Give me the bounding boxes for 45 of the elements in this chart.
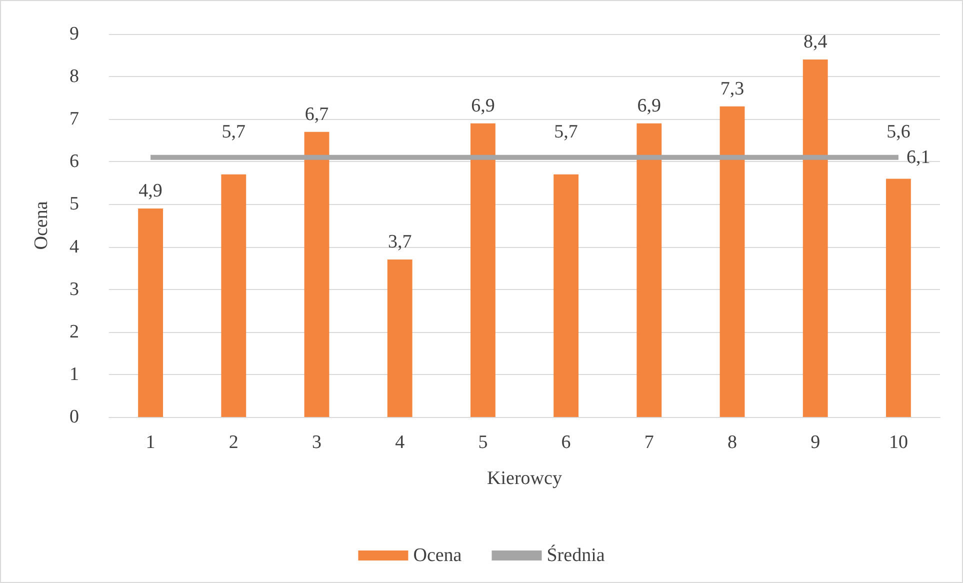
- bar: [221, 174, 246, 417]
- y-tick-label: 3: [70, 278, 79, 300]
- y-tick-label: 7: [70, 108, 79, 130]
- x-tick-label: 4: [395, 432, 406, 453]
- bar: [470, 123, 496, 417]
- bar: [554, 174, 579, 417]
- data-label: 3,7: [388, 232, 412, 253]
- x-tick-label: 7: [644, 432, 654, 453]
- data-label: 6,7: [304, 104, 329, 125]
- data-label: 5,6: [886, 121, 910, 142]
- bar: [886, 178, 911, 417]
- x-tick-label: 6: [561, 432, 571, 453]
- x-tick-label: 8: [728, 432, 737, 453]
- data-label: 5,7: [222, 121, 246, 142]
- y-tick-label: 4: [70, 236, 80, 258]
- y-tick-label: 0: [70, 406, 79, 428]
- data-label: 5,7: [554, 121, 578, 142]
- y-tick-label: 2: [70, 321, 79, 342]
- legend-label: Średnia: [546, 544, 606, 566]
- data-label: 7,3: [720, 78, 744, 100]
- data-label: 6,9: [471, 95, 495, 116]
- y-tick-label: 1: [70, 364, 79, 385]
- bar: [304, 132, 330, 417]
- y-tick-label: 9: [70, 24, 79, 44]
- x-tick-label: 1: [146, 432, 156, 453]
- y-tick-label: 6: [70, 151, 79, 172]
- x-tick-label: 9: [810, 432, 820, 453]
- y-tick-label: 8: [70, 66, 79, 88]
- x-tick-label: 3: [312, 432, 322, 453]
- data-label: 4,9: [138, 180, 162, 202]
- data-label: 6,9: [637, 95, 662, 116]
- bar: [720, 106, 745, 417]
- y-tick-label: 5: [70, 194, 79, 215]
- bar: [802, 60, 828, 417]
- bar: [138, 208, 164, 417]
- legend-label: Ocena: [413, 545, 462, 566]
- data-label: 6,1: [906, 146, 930, 168]
- bar: [387, 260, 412, 417]
- bar: [636, 123, 662, 417]
- x-axis-title: Kierowcy: [487, 468, 562, 489]
- x-tick-label: 5: [478, 432, 488, 453]
- y-axis-title: Ocena: [31, 200, 52, 250]
- x-tick-label: 10: [888, 432, 908, 453]
- x-tick-label: 2: [228, 432, 238, 453]
- data-label: 8,4: [803, 32, 828, 53]
